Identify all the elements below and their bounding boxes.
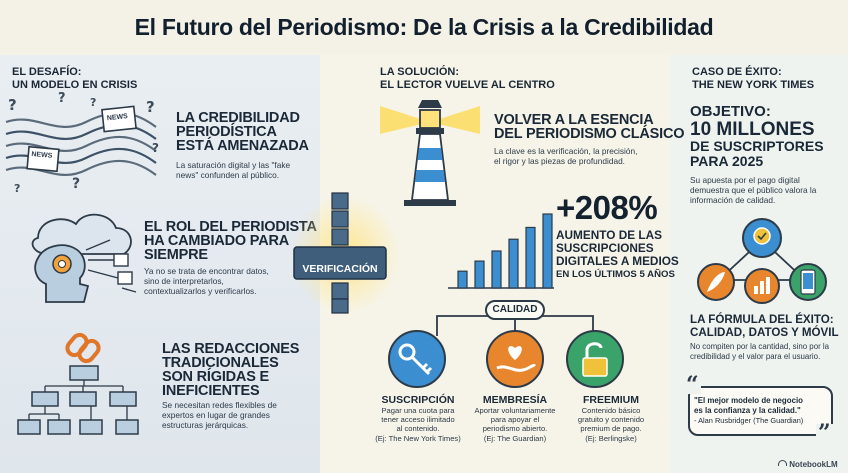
left-section-line2: UN MODELO EN CRISIS [12, 79, 138, 91]
growth-bar-4 [508, 238, 519, 289]
left-section-line1: EL DESAFÍO: [12, 66, 82, 78]
growth-bar-5 [525, 226, 536, 289]
left-item1-heading: LA CREDIBILIDAD PERIODÍSTICA ESTÁ AMENAZ… [176, 110, 309, 154]
stat-label: AUMENTO DE LAS SUSCRIPCIONES DIGITALES A… [556, 228, 679, 281]
news-icon: NEWS [101, 105, 137, 133]
question-mark-icons: ? ? ? ? ? ? ? [8, 91, 159, 195]
chart-icon [744, 268, 780, 304]
svg-text:NEWS: NEWS [107, 113, 129, 122]
quote-box [688, 386, 833, 436]
document-icon [117, 271, 133, 285]
formula-heading: LA FÓRMULA DEL ÉXITO: CALIDAD, DATOS Y M… [690, 313, 839, 339]
notebooklm-logo-icon [778, 460, 787, 466]
left-item2-text: Ya no se trata de encontrar datos, sino … [144, 266, 269, 296]
page-title: El Futuro del Periodismo: De la Crisis a… [134, 14, 714, 40]
business-model-icons [388, 330, 624, 388]
news-icon: NEWS [26, 145, 60, 173]
stat-value: +208% [556, 189, 658, 226]
quote-text: "El mejor modelo de negocio es la confia… [694, 396, 804, 425]
growth-bar-1 [457, 270, 468, 289]
verification-label: VERIFICACIÓN [302, 263, 378, 275]
growth-bar-3 [491, 250, 502, 289]
growth-bar-6 [542, 213, 553, 289]
left-item2-heading: EL ROL DEL PERIODISTA HA CAMBIADO PARA S… [144, 219, 317, 263]
model-membership: MEMBRESÍA Aportar voluntariamente para a… [474, 394, 556, 443]
model-freemium: FREEMIUM Contenido básico gratuito y con… [577, 394, 645, 443]
essence-heading: VOLVER A LA ESENCIA DEL PERIODISMO CLÁSI… [494, 112, 685, 142]
document-icon [113, 253, 129, 267]
essence-text: La clave es la verificación, la precisió… [494, 146, 638, 166]
svg-text:NEWS: NEWS [31, 151, 53, 160]
quill-icon [697, 263, 735, 301]
cloud-icon [31, 213, 132, 255]
medal-icon [742, 218, 782, 258]
key-icon [388, 330, 446, 388]
notebooklm-badge: NotebookLM [778, 460, 838, 469]
quote-close-icon: ” [816, 420, 833, 446]
news-noise-illustration: NEWS NEWS ? ? ? ? ? ? ? [5, 91, 159, 195]
left-item3-heading: LAS REDACCIONES TRADICIONALES SON RÍGIDA… [162, 341, 300, 399]
svg-text:?: ? [146, 98, 155, 116]
quote-open-icon: “ [684, 372, 701, 398]
left-item1-text: La saturación digital y las "fake news" … [176, 160, 291, 180]
right-section-title: CASO DE ÉXITO: THE NEW YORK TIMES [692, 66, 815, 91]
broken-chain-icon [65, 332, 101, 364]
subscription-growth-chart [448, 213, 554, 289]
phone-icon [789, 263, 827, 301]
open-lock-icon [566, 330, 624, 388]
formula-text: No compiten por la cantidad, sino por la… [690, 342, 830, 361]
growth-bar-2 [474, 260, 485, 289]
left-section-title: EL DESAFÍO: UN MODELO EN CRISIS [12, 66, 137, 92]
svg-text:?: ? [90, 96, 96, 109]
svg-text:?: ? [58, 91, 66, 106]
heart-hand-icon [486, 330, 544, 388]
center-section-title: LA SOLUCIÓN: EL LECTOR VUELVE AL CENTRO [380, 66, 555, 91]
hierarchy-illustration [17, 332, 139, 435]
lighthouse-icon [380, 100, 480, 206]
left-item3-text: Se necesitan redes flexibles de expertos… [162, 400, 277, 430]
svg-text:?: ? [72, 176, 80, 192]
objective-text: Su apuesta por el pago digital demuestra… [690, 175, 817, 205]
objective-heading: OBJETIVO: 10 MILLONES DE SUSCRIPTORES PA… [690, 103, 824, 169]
journalist-brain-illustration [31, 213, 137, 303]
svg-text:?: ? [14, 182, 20, 195]
success-formula-diagram [697, 218, 827, 304]
svg-text:?: ? [8, 96, 17, 114]
verification-pillar [290, 192, 400, 315]
quality-label: CALIDAD [485, 300, 545, 320]
svg-text:?: ? [152, 141, 159, 155]
model-subscription: SUSCRIPCIÓN Pagar una cuota para tener a… [375, 394, 461, 443]
